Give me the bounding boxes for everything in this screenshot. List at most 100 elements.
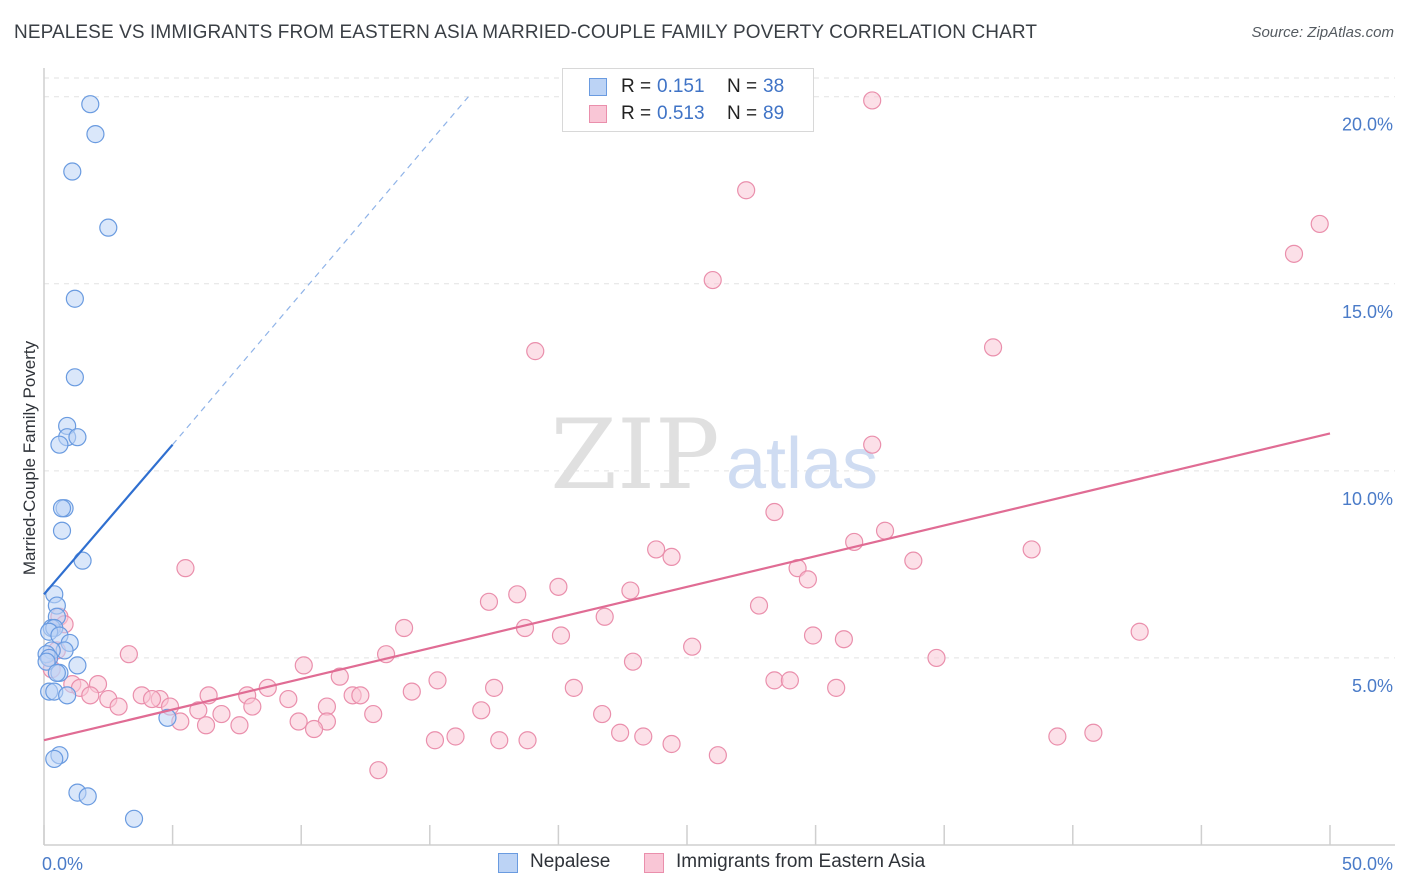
nepalese-point bbox=[99, 218, 118, 237]
source-credit: Source: ZipAtlas.com bbox=[1251, 24, 1394, 41]
legend-n-label: N = bbox=[727, 76, 758, 97]
tick-label-layer: 5.0% 10.0% 15.0% 20.0% 0.0% 50.0% bbox=[42, 115, 1393, 874]
legend-row-nepalese: R = 0.151 N = 38 bbox=[563, 73, 813, 101]
y-tick-label: 20.0% bbox=[1342, 115, 1393, 135]
nepalese-point bbox=[65, 368, 84, 387]
eastern-asia-point bbox=[446, 727, 465, 746]
eastern-asia-point bbox=[798, 570, 817, 589]
nepalese-point bbox=[52, 499, 72, 518]
eastern-asia-point bbox=[834, 630, 853, 649]
y-tick-label: 5.0% bbox=[1352, 676, 1393, 696]
eastern-asia-point bbox=[1284, 244, 1304, 263]
eastern-asia-point bbox=[490, 731, 509, 750]
eastern-asia-point bbox=[330, 667, 349, 686]
nepalese-point bbox=[45, 749, 64, 769]
eastern-asia-swatch bbox=[644, 853, 664, 873]
legend-r-label: R = bbox=[621, 76, 652, 97]
eastern-asia-point bbox=[780, 671, 799, 690]
eastern-asia-point bbox=[564, 678, 583, 697]
eastern-asia-point bbox=[81, 686, 100, 705]
eastern-asia-trendline bbox=[43, 432, 1331, 742]
axis-layer bbox=[43, 68, 1395, 846]
eastern-asia-point bbox=[364, 704, 383, 724]
eastern-asia-point bbox=[1084, 723, 1103, 742]
eastern-asia-point bbox=[803, 626, 823, 645]
bottom-legend-label: Nepalese bbox=[530, 851, 611, 872]
eastern-asia-point bbox=[304, 719, 324, 739]
nepalese-point bbox=[81, 95, 100, 114]
legend-r-value: 0.513 bbox=[657, 103, 705, 124]
eastern-asia-point bbox=[196, 716, 216, 735]
nepalese-point bbox=[47, 663, 66, 682]
eastern-asia-point bbox=[369, 761, 388, 780]
eastern-asia-point bbox=[526, 342, 545, 361]
eastern-asia-point bbox=[623, 652, 643, 671]
nepalese-swatch bbox=[498, 853, 518, 873]
eastern-asia-point bbox=[904, 551, 923, 570]
eastern-asia-point bbox=[212, 704, 231, 724]
grid-layer bbox=[44, 77, 1395, 659]
y-tick-label: 10.0% bbox=[1342, 489, 1393, 509]
eastern-asia-point bbox=[230, 716, 249, 735]
nepalese-point bbox=[63, 162, 82, 181]
eastern-asia-point bbox=[551, 626, 571, 645]
eastern-asia-point bbox=[703, 270, 722, 290]
x-tick-label: 0.0% bbox=[42, 854, 83, 874]
legend-n-value: 38 bbox=[763, 76, 785, 97]
eastern-asia-point bbox=[765, 502, 784, 522]
eastern-asia-point bbox=[765, 671, 784, 690]
nepalese-trendline-extension bbox=[172, 96, 469, 446]
eastern-asia-point bbox=[749, 596, 769, 615]
eastern-asia-point bbox=[289, 712, 308, 731]
eastern-asia-point bbox=[518, 731, 537, 750]
legend-r-label: R = bbox=[621, 103, 652, 124]
eastern-asia-point bbox=[1130, 622, 1149, 641]
trendline-layer bbox=[43, 96, 1331, 742]
eastern-asia-point bbox=[1048, 727, 1067, 746]
eastern-asia-point bbox=[549, 577, 568, 596]
eastern-asia-point bbox=[662, 734, 681, 754]
nepalese-point bbox=[58, 686, 77, 705]
nepalese-point bbox=[65, 289, 84, 308]
eastern-asia-point bbox=[1022, 540, 1041, 559]
watermark-atlas: atlas bbox=[726, 424, 878, 504]
eastern-asia-point bbox=[827, 678, 846, 697]
eastern-asia-point bbox=[662, 547, 681, 567]
eastern-asia-point bbox=[402, 682, 421, 701]
eastern-asia-point bbox=[1310, 214, 1329, 234]
bottom-legend-label: Immigrants from Eastern Asia bbox=[676, 851, 926, 872]
eastern-asia-point bbox=[708, 746, 727, 765]
eastern-asia-point bbox=[485, 678, 504, 697]
eastern-asia-point bbox=[611, 723, 630, 742]
y-tick-label: 15.0% bbox=[1342, 302, 1393, 322]
legend-r-value: 0.151 bbox=[657, 76, 705, 97]
legend-row-eastern-asia: R = 0.513 N = 89 bbox=[563, 100, 813, 128]
watermark: ZIP atlas bbox=[550, 399, 878, 511]
eastern-asia-point bbox=[593, 704, 612, 724]
eastern-asia-point bbox=[508, 585, 527, 604]
eastern-asia-point bbox=[294, 656, 313, 675]
x-tick-label: 50.0% bbox=[1342, 854, 1393, 874]
eastern-asia-point bbox=[279, 689, 298, 709]
eastern-asia-point bbox=[683, 637, 702, 656]
nepalese-point bbox=[78, 787, 97, 806]
eastern-asia-point bbox=[647, 540, 666, 559]
eastern-asia-point bbox=[176, 559, 195, 578]
eastern-asia-point bbox=[595, 607, 614, 626]
eastern-asia-point bbox=[927, 648, 946, 668]
nepalese-point bbox=[50, 435, 69, 454]
eastern-asia-point bbox=[983, 338, 1003, 357]
nepalese-point bbox=[52, 521, 72, 540]
nepalese-swatch bbox=[589, 78, 607, 96]
eastern-asia-point bbox=[189, 701, 208, 720]
eastern-asia-point bbox=[472, 701, 491, 720]
eastern-asia-point bbox=[863, 91, 882, 110]
eastern-asia-point bbox=[428, 671, 447, 690]
nepalese-point bbox=[124, 809, 144, 828]
eastern-asia-swatch bbox=[589, 105, 607, 123]
nepalese-trendline bbox=[43, 443, 174, 596]
legend-box: R = 0.151 N = 38 R = 0.513 N = 89 bbox=[562, 68, 814, 132]
nepalese-point bbox=[68, 656, 87, 675]
nepalese-point bbox=[158, 708, 177, 727]
